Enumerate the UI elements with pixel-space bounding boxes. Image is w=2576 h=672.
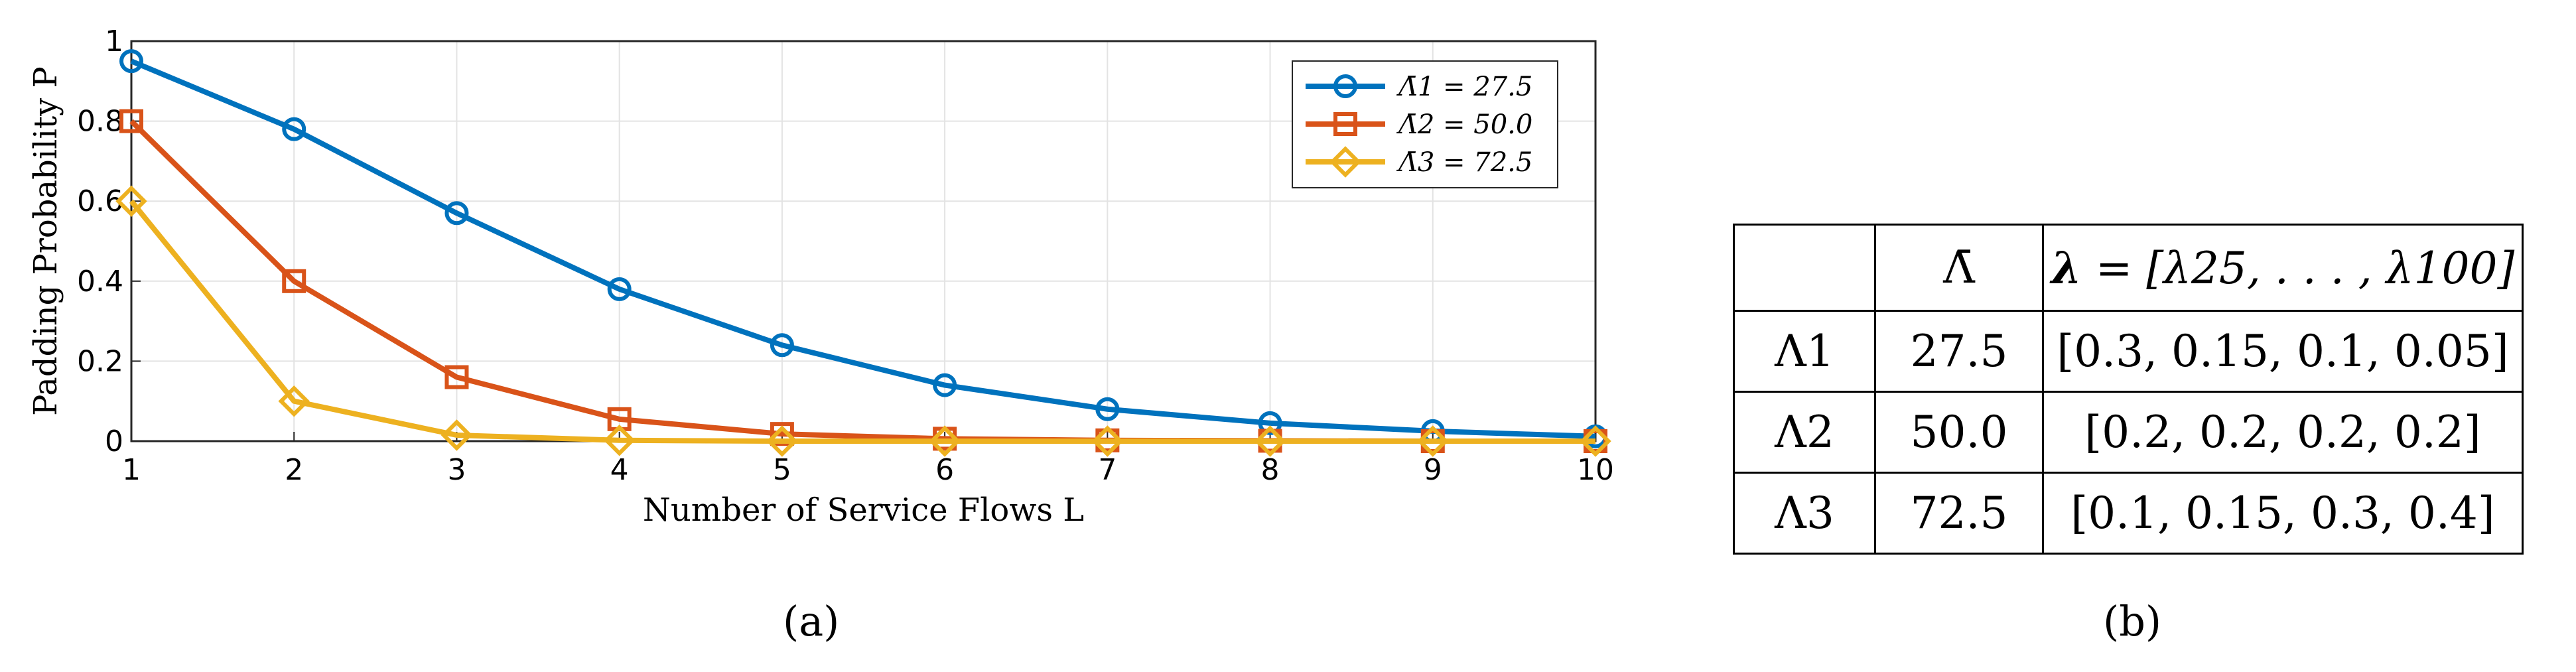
data-point-diamond [1580, 425, 1611, 457]
x-tick-label: 6 [935, 453, 954, 487]
x-axis-label: Number of Service Flows L [643, 492, 1084, 529]
lambda-vector-definition: = [λ25, . . . , λ100] [2082, 242, 2515, 294]
row-vector: [0.3, 0.15, 0.1, 0.05] [2042, 310, 2524, 393]
data-point-circle [282, 117, 306, 141]
series-3 [115, 185, 1611, 457]
y-tick-label: 0.2 [77, 344, 123, 378]
x-tick-label: 8 [1261, 453, 1280, 487]
y-tick-label: 1 [105, 25, 123, 58]
lambda-vector-symbol: λ [2051, 241, 2082, 294]
x-tick-label: 4 [610, 453, 629, 487]
y-tick-label: 0.6 [77, 184, 123, 218]
row-mean: 27.5 [1874, 310, 2044, 393]
row-label: Λ3 [1733, 472, 1876, 555]
row-mean: 72.5 [1874, 472, 2044, 555]
row-label: Λ2 [1733, 391, 1876, 474]
table-header-row: Λ̄ λ = [λ25, . . . , λ100] [1733, 224, 2524, 312]
legend-label: Λ̄3 = 72.5 [1396, 147, 1532, 178]
legend-marker [1333, 74, 1357, 98]
data-point-circle [1095, 397, 1120, 421]
series-group [115, 49, 1611, 457]
data-point-square [770, 422, 794, 446]
axis-ticks: 1 2 3 4 5 6 7 8 9 10 0 0.2 0.4 0.6 0.8 1 [77, 25, 1614, 487]
data-point-diamond [441, 419, 473, 451]
table-row: Λ3 72.5 [0.1, 0.15, 0.3, 0.4] [1733, 472, 2524, 555]
legend-marker [1329, 146, 1361, 178]
x-tick-label: 7 [1098, 453, 1117, 487]
legend-marker [1333, 112, 1357, 136]
data-point-circle [770, 333, 794, 358]
legend-entry: Λ̄3 = 72.5 [1306, 146, 1532, 178]
row-vector: [0.1, 0.15, 0.3, 0.4] [2042, 472, 2524, 555]
x-tick-label: 1 [122, 453, 141, 487]
panel-label-b: (b) [2103, 597, 2162, 645]
legend-entry: Λ̄2 = 50.0 [1306, 109, 1532, 140]
legend-entry: Λ̄1 = 27.5 [1306, 72, 1532, 102]
table-header-empty [1733, 224, 1876, 312]
table-row: Λ1 27.5 [0.3, 0.15, 0.1, 0.05] [1733, 310, 2524, 393]
data-point-circle [1258, 411, 1282, 435]
y-tick-label: 0 [105, 425, 123, 458]
series-line [129, 199, 1595, 444]
data-point-diamond [766, 425, 798, 457]
data-point-diamond [929, 425, 961, 457]
table-header-lambda: λ = [λ25, . . . , λ100] [2042, 224, 2524, 312]
data-point-diamond [603, 425, 636, 456]
data-point-diamond [1254, 425, 1286, 457]
row-vector: [0.2, 0.2, 0.2, 0.2] [2042, 391, 2524, 474]
y-tick-label: 0.4 [77, 265, 123, 299]
data-point-circle [607, 277, 632, 301]
data-point-circle [444, 201, 469, 226]
x-tick-label: 10 [1577, 453, 1614, 487]
legend: Λ̄1 = 27.5 Λ̄2 = 50.0 Λ̄3 = 72.5 [1292, 60, 1558, 188]
data-point-circle [119, 49, 143, 74]
data-point-square [444, 365, 469, 389]
parameter-table: Λ̄ λ = [λ25, . . . , λ100] Λ1 27.5 [0.3,… [1733, 224, 2524, 555]
data-point-square [119, 109, 143, 133]
y-axis-label: Padding Probability P [27, 66, 64, 416]
y-tick-label: 0.8 [77, 105, 123, 139]
x-tick-label: 3 [447, 453, 466, 487]
legend-label: Λ̄1 = 27.5 [1396, 72, 1532, 102]
legend-label: Λ̄2 = 50.0 [1396, 109, 1532, 140]
series-line [130, 58, 1596, 439]
x-tick-label: 2 [285, 453, 303, 487]
data-point-diamond [1091, 425, 1124, 457]
table-row: Λ2 50.0 [0.2, 0.2, 0.2, 0.2] [1733, 391, 2524, 474]
x-tick-label: 9 [1424, 453, 1442, 487]
panel-label-a: (a) [783, 597, 840, 645]
table-header-mean: Λ̄ [1874, 224, 2044, 312]
row-label: Λ1 [1733, 310, 1876, 393]
data-point-diamond [115, 185, 147, 217]
data-point-square [282, 269, 306, 293]
data-point-diamond [1417, 425, 1449, 457]
data-point-circle [933, 373, 957, 397]
row-mean: 50.0 [1874, 391, 2044, 474]
x-tick-label: 5 [773, 453, 791, 487]
data-point-diamond [278, 385, 310, 417]
